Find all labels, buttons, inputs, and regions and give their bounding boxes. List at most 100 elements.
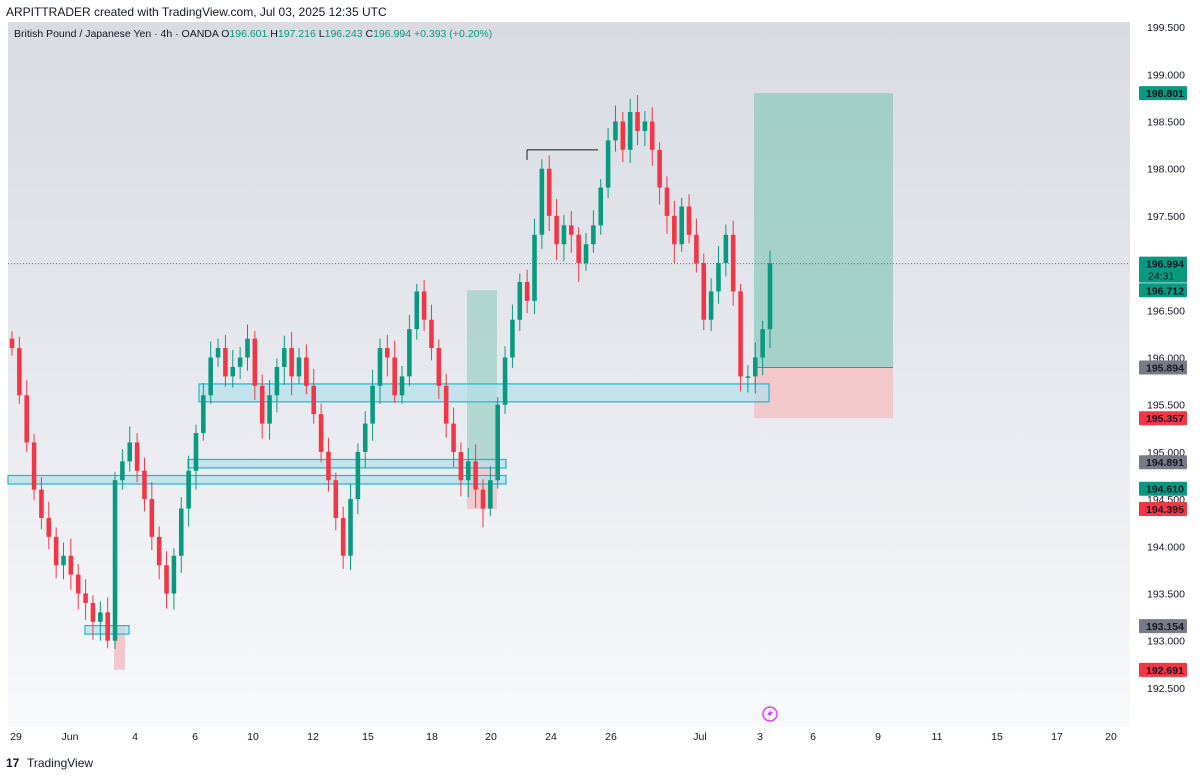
- candle-body: [31, 442, 37, 490]
- price-badge: [1139, 455, 1187, 470]
- x-tick-label: 20: [485, 731, 497, 743]
- candle-body: [576, 234, 581, 264]
- x-tick-label: 17: [1051, 731, 1063, 743]
- y-tick-label: 192.500: [1147, 683, 1185, 695]
- candle-body: [75, 574, 81, 594]
- candle-body: [458, 451, 464, 481]
- candle-body: [664, 187, 670, 216]
- demand-zone: [198, 383, 770, 403]
- candle-body: [377, 348, 383, 386]
- candle-body: [436, 348, 442, 386]
- y-tick-label: 193.000: [1147, 636, 1185, 648]
- y-tick-label: 199.000: [1147, 69, 1185, 81]
- candle-body: [701, 263, 707, 320]
- x-tick-label: Jul: [693, 731, 706, 743]
- candle-body: [429, 319, 434, 349]
- tradingview-brand[interactable]: TradingView: [27, 756, 94, 770]
- bolt-icon-glyph: [767, 709, 773, 719]
- candle-body: [362, 423, 368, 452]
- candle-body: [230, 366, 236, 377]
- candle-body: [186, 470, 191, 509]
- candle-body: [193, 433, 199, 471]
- close-value: 196.994: [373, 28, 412, 40]
- price-badge: [1139, 411, 1187, 426]
- candle-body: [215, 348, 221, 358]
- swing-high-line: [526, 149, 598, 160]
- candle-body: [694, 234, 699, 264]
- candle-body: [686, 206, 692, 235]
- candle-body: [657, 149, 662, 188]
- price-badge-label: 194.891: [1146, 457, 1184, 469]
- y-tick-label: 194.000: [1147, 541, 1185, 553]
- candle-body: [171, 555, 177, 594]
- x-tick-label: 18: [426, 731, 438, 743]
- x-tick-label: 11: [932, 731, 943, 743]
- candle-body: [370, 385, 375, 424]
- candle-body: [127, 442, 133, 462]
- x-tick-label: 15: [362, 731, 374, 743]
- price-badge: [1139, 662, 1187, 677]
- candle-body: [289, 348, 294, 377]
- candle-body: [517, 281, 523, 320]
- candle-body: [708, 291, 714, 320]
- early-position-stop-zone: [114, 626, 125, 670]
- candle-body: [480, 489, 486, 509]
- candle-body: [348, 499, 353, 556]
- candle-body: [296, 357, 302, 377]
- candle-body: [274, 366, 280, 396]
- low-value: 196.243: [324, 28, 363, 40]
- candle-body: [421, 291, 427, 320]
- y-tick-label: 198.000: [1147, 164, 1185, 176]
- header-bar: ARPITTRADER created with TradingView.com…: [0, 0, 1200, 22]
- candle-body: [39, 489, 44, 518]
- candle-body: [649, 121, 655, 150]
- price-badge-label: 196.712: [1146, 285, 1184, 297]
- x-tick-label: 12: [307, 731, 319, 743]
- high-value: 197.216: [277, 28, 316, 40]
- candle-body: [613, 121, 618, 141]
- tradingview-logo-icon[interactable]: 17: [6, 756, 20, 770]
- candle-body: [24, 395, 29, 443]
- candle-body: [738, 291, 743, 377]
- candle-body: [473, 461, 478, 490]
- candle-body: [252, 338, 258, 386]
- symbol-legend: British Pound / Japanese Yen · 4h · OAND…: [14, 28, 492, 40]
- candle-body: [98, 612, 103, 622]
- x-tick-label: 15: [991, 731, 1003, 743]
- candle-body: [745, 376, 751, 378]
- candle-body: [83, 593, 88, 603]
- open-label: O: [221, 28, 230, 40]
- candle-body: [546, 168, 552, 216]
- price-badge-label: 195.357: [1146, 413, 1184, 425]
- candle-body: [569, 225, 574, 235]
- candle-body: [407, 329, 412, 377]
- candle-body: [53, 536, 59, 566]
- candle-body: [679, 206, 684, 245]
- y-tick-label: 195.500: [1147, 400, 1185, 412]
- candle-body: [488, 480, 493, 509]
- x-tick-label: 20: [1105, 731, 1117, 743]
- candle-body: [201, 395, 206, 434]
- candle-body: [267, 395, 272, 424]
- demand-zone: [187, 458, 507, 469]
- bolt-icon[interactable]: [762, 706, 778, 722]
- candle-body: [17, 348, 22, 396]
- price-badge-label: 196.994: [1146, 259, 1184, 271]
- candle-body: [760, 329, 765, 358]
- candle-body: [392, 357, 397, 396]
- price-badge: [1139, 283, 1187, 298]
- price-badge: [1139, 86, 1187, 101]
- candle-body: [304, 357, 309, 386]
- x-tick-label: 10: [247, 731, 259, 743]
- x-tick-label: 9: [875, 731, 881, 743]
- candle-body: [605, 140, 611, 188]
- footer-bar: 17 TradingView: [0, 747, 1200, 777]
- candle-body: [672, 215, 677, 245]
- candle-body: [340, 517, 346, 556]
- chart-plot-area[interactable]: [8, 22, 1130, 727]
- chart-svg: 192.500193.000193.500194.000194.500195.0…: [7, 22, 1187, 743]
- x-tick-label: 26: [605, 731, 617, 743]
- candle-body: [259, 385, 265, 424]
- candle-body: [598, 187, 604, 226]
- candle-body: [753, 357, 758, 377]
